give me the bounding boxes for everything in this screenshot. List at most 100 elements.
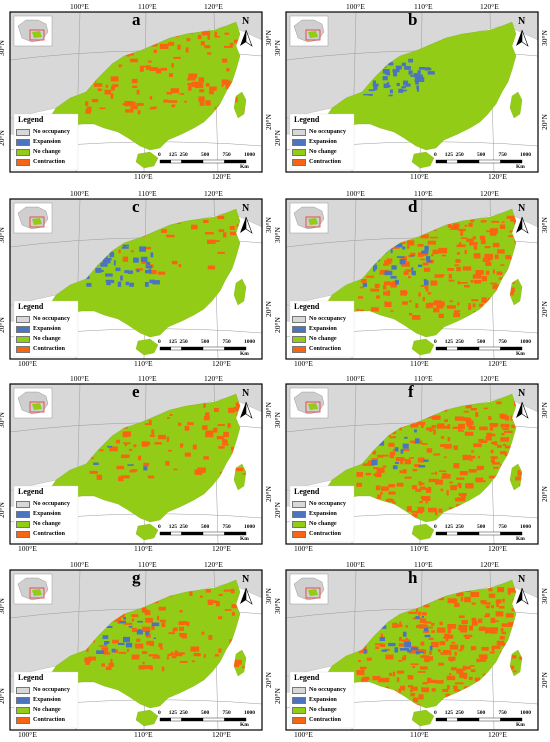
inset-study-area-box (305, 587, 321, 599)
scale-tick-label: 750 (498, 339, 507, 345)
left-latitude-tick: 30°N (273, 598, 282, 614)
north-arrow-icon-half (521, 29, 529, 47)
scale-tick-label: 750 (222, 152, 231, 158)
left-latitude-tick: 30°N (0, 40, 6, 56)
legend-swatch-expansion (292, 139, 306, 146)
scale-bar-segment (224, 159, 247, 164)
legend-label-no_change: No change (309, 706, 337, 713)
legend-title: Legend (294, 115, 320, 124)
right-latitude-tick: 20°N (540, 672, 549, 688)
map-panel-f: f N 100°E 110°E 120°E 110°E 120°E 100°E 30°N 20°N… (273, 372, 549, 553)
legend-label-expansion: Expansion (309, 138, 337, 145)
legend-label-contraction: Contraction (309, 345, 341, 352)
scale-tick-label: 750 (498, 524, 507, 530)
north-label: N (242, 388, 250, 399)
scale-bar-segment (457, 346, 480, 351)
left-latitude-tick: 20°N (273, 130, 282, 146)
legend-label-expansion: Expansion (309, 510, 337, 517)
right-latitude-tick: 30°N (540, 217, 549, 233)
legend-title: Legend (294, 673, 320, 682)
inset-study-area-box (29, 401, 45, 413)
no-change-region (323, 579, 517, 709)
right-latitude-tick: 30°N (540, 30, 549, 46)
legend-title: Legend (18, 487, 44, 496)
top-longitude-tick: 100°E (346, 189, 365, 198)
panel-label: g (132, 568, 141, 587)
scale-tick-label: 500 (201, 152, 210, 158)
scale-tick-label: 250 (455, 339, 464, 345)
legend-title: Legend (294, 302, 320, 311)
left-latitude-tick: 30°N (273, 227, 282, 243)
top-longitude-tick: 110°E (138, 2, 157, 11)
scale-bar-segment (478, 531, 501, 536)
left-latitude-tick: 20°N (273, 688, 282, 704)
scale-bar-segment (159, 531, 171, 536)
scale-bar-segment (181, 531, 204, 536)
inset-study-area (32, 589, 42, 596)
scale-bar-segment (457, 531, 480, 536)
scale-bar-segment (478, 346, 501, 351)
scale-tick-label: 125 (444, 524, 453, 530)
bottom-longitude-tick: 120°E (488, 359, 507, 368)
right-latitude-tick: 20°N (540, 301, 549, 317)
right-latitude-tick: 30°N (540, 402, 549, 418)
scale-tick-label: 500 (477, 152, 486, 158)
scale-bar-segment (500, 346, 523, 351)
top-longitude-tick: 100°E (346, 374, 365, 383)
bottom-longitude-tick: 120°E (212, 730, 231, 739)
legend-label-no_occupancy: No occupancy (33, 500, 70, 507)
right-latitude-tick: 30°N (264, 588, 273, 604)
north-arrow-icon-half (245, 587, 253, 605)
legend-label-contraction: Contraction (309, 530, 341, 537)
legend-swatch-contraction (292, 717, 306, 724)
scale-tick-label: 500 (201, 524, 210, 530)
map-frame (9, 198, 263, 360)
scale-bar-segment (170, 717, 182, 722)
legend-label-expansion: Expansion (33, 325, 61, 332)
bottom-longitude-tick: 100°E (18, 359, 37, 368)
legend-label-no_change: No change (309, 148, 337, 155)
top-longitude-tick: 110°E (414, 2, 433, 11)
bottom-longitude-tick: 100°E (18, 730, 37, 739)
map-frame (285, 569, 539, 731)
scale-bar-segment (478, 717, 501, 722)
panel-label: c (132, 197, 140, 216)
bottom-longitude-tick: 110°E (410, 172, 429, 181)
scale-tick-label: 500 (477, 339, 486, 345)
left-latitude-tick: 30°N (273, 412, 282, 428)
legend-label-expansion: Expansion (33, 696, 61, 703)
inset-study-area-box (305, 401, 321, 413)
north-arrow-icon (240, 588, 246, 604)
legend-label-no_occupancy: No occupancy (33, 686, 70, 693)
scale-tick-label: 125 (168, 152, 177, 158)
top-longitude-tick: 110°E (414, 189, 433, 198)
hainan-island (135, 151, 159, 169)
legend-label-no_change: No change (309, 520, 337, 527)
legend-label-no_change: No change (33, 706, 61, 713)
left-latitude-tick: 30°N (273, 40, 282, 56)
legend-swatch-expansion (292, 697, 306, 704)
legend-label-contraction: Contraction (309, 716, 341, 723)
bottom-longitude-tick: 120°E (488, 544, 507, 553)
top-longitude-tick: 120°E (480, 560, 499, 569)
taiwan-island (509, 91, 523, 119)
top-longitude-tick: 100°E (346, 2, 365, 11)
legend-label-no_change: No change (33, 335, 61, 342)
legend-swatch-expansion (16, 697, 30, 704)
scale-tick-label: 750 (222, 710, 231, 716)
legend-swatch-expansion (16, 139, 30, 146)
scale-tick-label: 0 (158, 710, 161, 716)
scale-tick-label: 250 (179, 710, 188, 716)
legend-swatch-contraction (16, 159, 30, 166)
panel-label: b (408, 10, 418, 29)
scale-tick-label: 125 (168, 524, 177, 530)
scale-bar-segment (170, 159, 182, 164)
scale-bar-segment (457, 717, 480, 722)
scale-tick-label: 250 (455, 524, 464, 530)
map-panel-d: d N 100°E 110°E 120°E 110°E 120°E 100°E 30°N 20°N… (273, 187, 549, 368)
scale-bar-segment (435, 717, 447, 722)
map-frame (9, 11, 263, 173)
taiwan-island (233, 278, 247, 306)
map-canvas-h (285, 569, 539, 731)
map-panel-e: e N 100°E 110°E 120°E 110°E 120°E 100°E 30°N 20°N… (0, 372, 273, 553)
